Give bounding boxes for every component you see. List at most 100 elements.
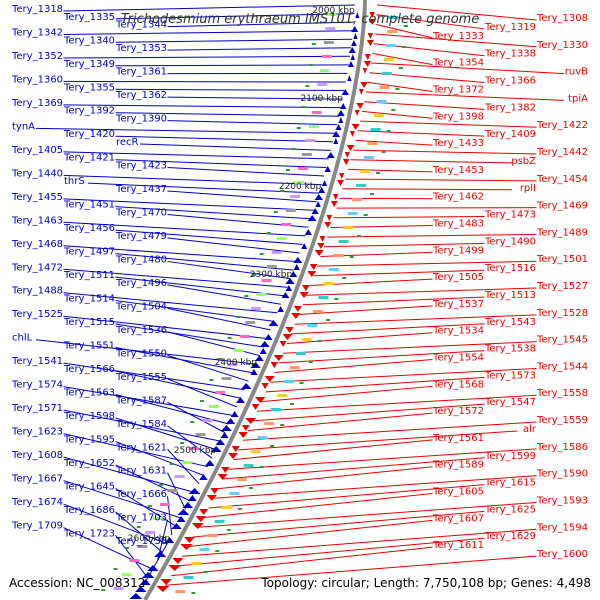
gene-label-right: Tery_1573	[484, 370, 536, 381]
reverse-gene-arrow	[293, 306, 302, 312]
rna-marker	[252, 274, 257, 276]
backbone-circle	[143, 0, 367, 600]
forward-gene-arrow	[241, 383, 252, 389]
label-connector	[203, 493, 433, 519]
cds-category-box	[379, 86, 390, 89]
gene-label-right: Tery_1611	[432, 540, 484, 551]
rna-marker	[386, 130, 391, 132]
rna-marker	[101, 589, 106, 591]
cds-category-box	[250, 307, 261, 310]
gene-label-right: Tery_1422	[536, 120, 588, 131]
cds-category-box	[301, 153, 312, 156]
gene-label-right: psbZ	[511, 156, 536, 167]
rna-marker	[169, 463, 174, 465]
label-connector	[290, 323, 485, 335]
label-connector	[223, 457, 485, 480]
rna-marker	[301, 106, 306, 108]
reverse-gene-arrow	[168, 565, 182, 571]
gene-label-right: ruvB	[565, 67, 588, 78]
gene-label-left: Tery_1555	[115, 372, 167, 383]
cds-category-box	[181, 461, 192, 464]
label-connector	[192, 510, 485, 538]
reverse-gene-arrow	[199, 509, 209, 515]
label-connector	[367, 81, 433, 92]
rna-marker	[363, 214, 368, 216]
gene-label-left: Tery_1571	[11, 403, 63, 414]
label-connector	[115, 88, 345, 91]
label-connector	[167, 307, 271, 331]
gene-label-left: Tery_1335	[63, 12, 115, 23]
rna-marker	[401, 46, 406, 48]
cds-category-box	[195, 433, 206, 436]
cds-category-box	[221, 377, 232, 380]
gene-label-left: Tery_1504	[115, 301, 167, 312]
label-connector	[365, 91, 565, 101]
gene-label-right: Tery_1483	[432, 218, 484, 229]
gene-labels: Tery_1318Tery_1335Tery_1344Tery_1342Tery…	[11, 4, 588, 560]
gene-label-right: Tery_1527	[536, 281, 588, 292]
label-connector	[115, 229, 303, 245]
label-connector	[63, 456, 195, 493]
gene-label-left: tynA	[12, 121, 35, 132]
cds-category-box	[319, 69, 330, 72]
label-connector	[228, 448, 537, 470]
label-connector	[370, 62, 565, 75]
label-connector	[372, 52, 433, 66]
gene-label-left: Tery_1623	[11, 427, 63, 438]
cds-category-box	[199, 548, 210, 551]
rna-marker	[259, 466, 264, 468]
reverse-gene-arrow	[359, 89, 364, 95]
label-connector	[345, 178, 537, 182]
label-connector	[63, 151, 329, 160]
gene-label-right: Tery_1453	[432, 165, 484, 176]
label-connector	[278, 350, 485, 364]
label-connector	[115, 323, 264, 348]
gene-label-left: Tery_1738	[115, 536, 167, 547]
gene-label-left: Tery_1550	[115, 348, 167, 359]
gene-label-left: Tery_1344	[115, 20, 167, 31]
cds-category-box	[321, 55, 332, 58]
gene-label-right: rplI	[520, 183, 536, 194]
cds-category-box	[261, 279, 272, 282]
label-connector	[362, 110, 433, 119]
rna-marker	[403, 25, 408, 27]
gene-label-right: Tery_1516	[484, 263, 536, 274]
label-connector	[167, 496, 173, 536]
forward-gene-arrow	[315, 201, 321, 207]
forward-gene-arrow	[353, 33, 358, 39]
feature-track	[101, 12, 408, 599]
forward-gene-arrow	[177, 509, 190, 515]
rna-marker	[395, 88, 400, 90]
label-connector	[167, 96, 343, 100]
label-connector	[375, 23, 433, 39]
rna-marker	[209, 379, 214, 381]
rna-marker	[349, 256, 354, 258]
label-connector	[115, 13, 355, 20]
reverse-gene-arrow	[342, 159, 350, 165]
cds-category-box	[301, 338, 312, 341]
gene-label-right: Tery_1599	[484, 451, 536, 462]
cds-category-box	[387, 30, 398, 33]
label-connector	[63, 174, 322, 186]
cds-category-box	[271, 251, 282, 254]
reverse-gene-arrow	[362, 68, 368, 74]
cds-category-box	[243, 464, 254, 467]
cds-category-box	[227, 363, 238, 366]
rna-marker	[299, 382, 304, 384]
rna-marker	[218, 358, 223, 360]
reverse-gene-arrow	[360, 82, 368, 88]
label-connector	[63, 268, 288, 288]
cds-category-box	[270, 408, 281, 411]
cds-category-box	[311, 111, 322, 114]
forward-gene-arrow	[255, 355, 264, 361]
cds-category-box	[338, 240, 349, 243]
scale-tick-label: 2200 kbp	[279, 182, 322, 192]
reverse-gene-arrow	[330, 201, 338, 207]
forward-gene-arrow	[188, 495, 197, 501]
gene-label-right: Tery_1499	[432, 245, 484, 256]
forward-gene-arrow	[164, 537, 175, 543]
forward-gene-arrow	[264, 334, 273, 340]
forward-gene-arrow	[333, 138, 339, 144]
gene-label-right: Tery_1382	[484, 102, 536, 113]
cds-category-box	[266, 265, 277, 268]
